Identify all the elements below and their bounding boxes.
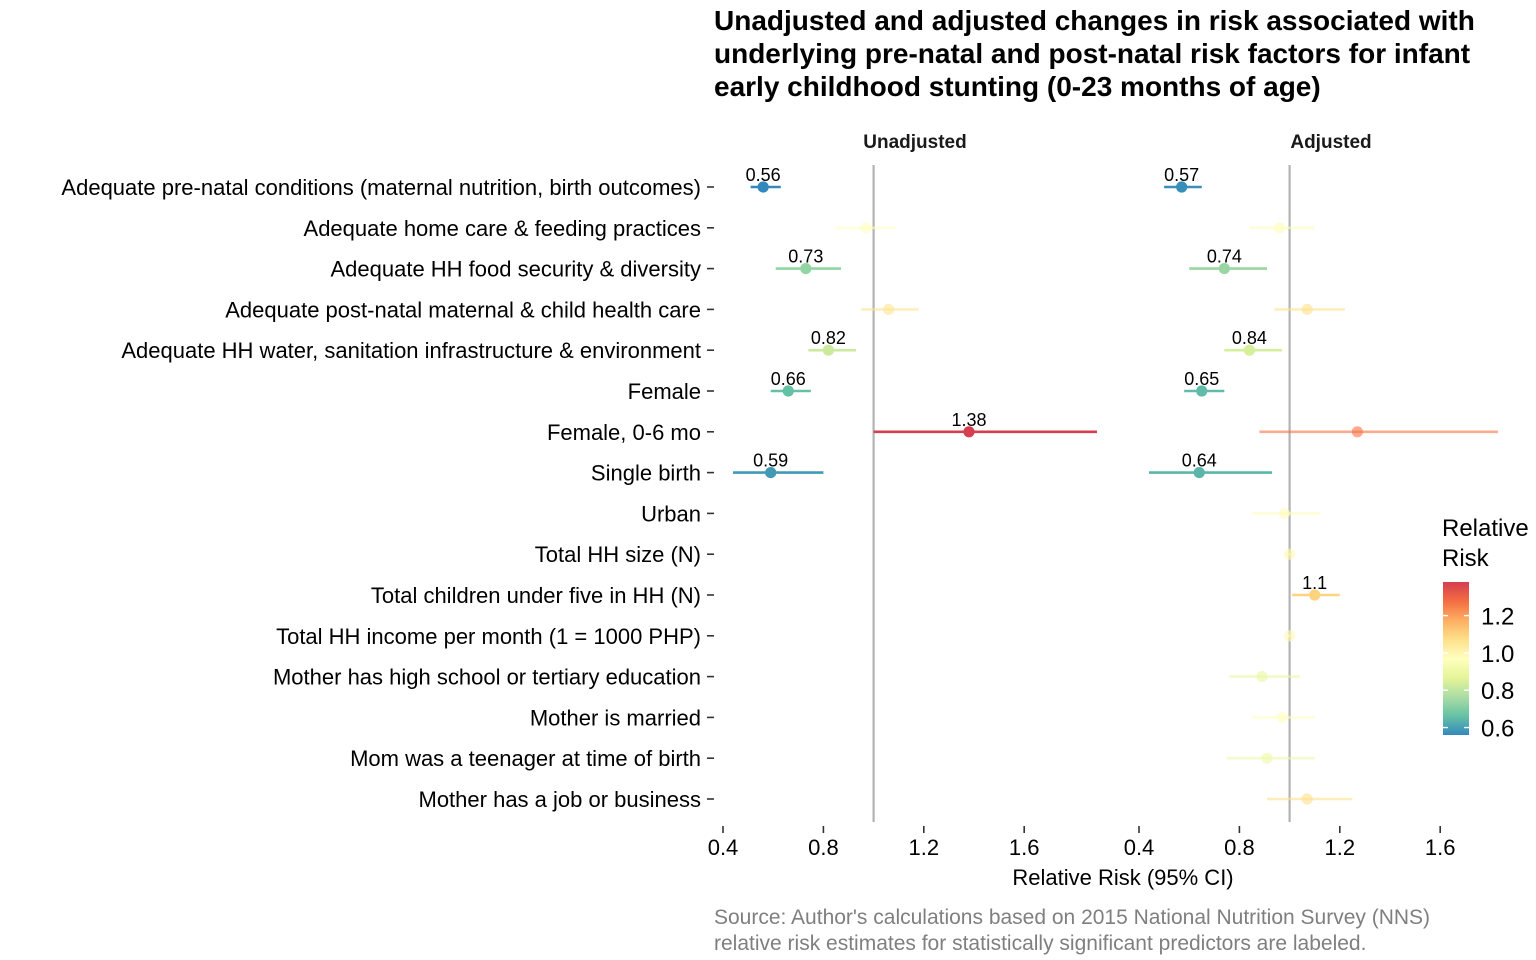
x-tick-label: 0.8 bbox=[808, 835, 839, 860]
point-estimate bbox=[1274, 222, 1285, 233]
legend-tick-label: 1.0 bbox=[1481, 641, 1514, 668]
row-label: Adequate pre-natal conditions (maternal … bbox=[61, 175, 701, 200]
caption: Source: Author's calculations based on 2… bbox=[714, 906, 1430, 955]
panel-label: Adjusted bbox=[1290, 132, 1371, 153]
point-estimate bbox=[860, 222, 871, 233]
data-label: 0.57 bbox=[1164, 165, 1199, 185]
chart-title-line-3: early childhood stunting (0-23 months of… bbox=[714, 71, 1321, 102]
data-label: 0.59 bbox=[753, 451, 788, 471]
legend-tick-label: 0.6 bbox=[1481, 716, 1514, 743]
data-label: 0.82 bbox=[811, 328, 846, 348]
row-label: Mother has a job or business bbox=[419, 787, 702, 812]
point-estimate bbox=[1279, 508, 1290, 519]
data-label: 0.65 bbox=[1184, 369, 1219, 389]
point-estimate bbox=[1261, 753, 1272, 764]
x-axis-title: Relative Risk (95% CI) bbox=[1012, 865, 1233, 890]
data-label: 0.73 bbox=[788, 247, 823, 267]
row-label: Total HH income per month (1 = 1000 PHP) bbox=[276, 624, 701, 649]
chart-title-line-2: underlying pre-natal and post-natal risk… bbox=[714, 38, 1470, 69]
panels: Unadjusted 0.4 0.8 1.2 1.6 0.56 0.73 0.82 0.66 1.… bbox=[708, 132, 1498, 860]
row-label: Single birth bbox=[591, 461, 701, 486]
data-label: 0.66 bbox=[771, 369, 806, 389]
row-label: Total HH size (N) bbox=[535, 542, 701, 567]
chart-title-line-1: Unadjusted and adjusted changes in risk … bbox=[714, 5, 1475, 36]
row-label: Urban bbox=[641, 501, 701, 526]
point-estimate bbox=[1256, 671, 1267, 682]
legend-title-line-1: Relative bbox=[1442, 515, 1529, 542]
point-estimate bbox=[1276, 712, 1287, 723]
panel-adjusted: Adjusted 0.4 0.8 1.2 1.6 0.57 0.74 0.84 0.65 0.64… bbox=[1124, 132, 1498, 860]
x-tick-label: 0.8 bbox=[1224, 835, 1255, 860]
point-estimate bbox=[1352, 426, 1363, 437]
x-tick-label: 0.4 bbox=[708, 835, 739, 860]
chart-title: Unadjusted and adjusted changes in risk … bbox=[714, 5, 1475, 102]
row-label: Mother is married bbox=[530, 705, 701, 730]
panel-unadjusted: Unadjusted 0.4 0.8 1.2 1.6 0.56 0.73 0.82 0.66 1.… bbox=[708, 132, 1097, 860]
data-label: 1.1 bbox=[1302, 573, 1327, 593]
x-tick-label: 1.2 bbox=[1325, 835, 1356, 860]
data-label: 0.84 bbox=[1232, 328, 1267, 348]
x-tick-label: 0.4 bbox=[1124, 835, 1155, 860]
x-tick-label: 1.2 bbox=[909, 835, 940, 860]
legend-colorbar bbox=[1443, 582, 1469, 735]
row-label: Adequate HH food security & diversity bbox=[330, 257, 701, 282]
legend-tick-label: 0.8 bbox=[1481, 678, 1514, 705]
caption-line-1: Source: Author's calculations based on 2… bbox=[714, 906, 1430, 929]
row-label: Total children under five in HH (N) bbox=[371, 583, 701, 608]
row-label: Adequate post-natal maternal & child hea… bbox=[225, 297, 701, 322]
row-labels: Adequate pre-natal conditions (maternal … bbox=[61, 175, 714, 812]
panel-label: Unadjusted bbox=[863, 132, 966, 153]
data-label: 0.64 bbox=[1182, 451, 1217, 471]
point-estimate bbox=[1302, 793, 1313, 804]
x-tick-label: 1.6 bbox=[1425, 835, 1456, 860]
x-tick-label: 1.6 bbox=[1009, 835, 1040, 860]
color-legend: Relative Risk 0.6 0.8 1.0 1.2 bbox=[1442, 515, 1529, 743]
row-label: Adequate home care & feeding practices bbox=[304, 216, 701, 241]
caption-line-2: relative risk estimates for statisticall… bbox=[714, 932, 1366, 955]
point-estimate bbox=[883, 304, 894, 315]
row-label: Female bbox=[628, 379, 701, 404]
row-label: Female, 0-6 mo bbox=[547, 420, 701, 445]
data-label: 1.38 bbox=[951, 410, 986, 430]
point-estimate bbox=[1284, 549, 1295, 560]
point-estimate bbox=[1284, 630, 1295, 641]
row-label: Adequate HH water, sanitation infrastruc… bbox=[121, 338, 701, 363]
row-label: Mother has high school or tertiary educa… bbox=[273, 665, 701, 690]
point-estimate bbox=[1302, 304, 1313, 315]
data-label: 0.56 bbox=[746, 165, 781, 185]
legend-title-line-2: Risk bbox=[1442, 545, 1490, 572]
legend-tick-label: 1.2 bbox=[1481, 604, 1514, 631]
row-label: Mom was a teenager at time of birth bbox=[350, 746, 701, 771]
data-label: 0.74 bbox=[1207, 247, 1242, 267]
